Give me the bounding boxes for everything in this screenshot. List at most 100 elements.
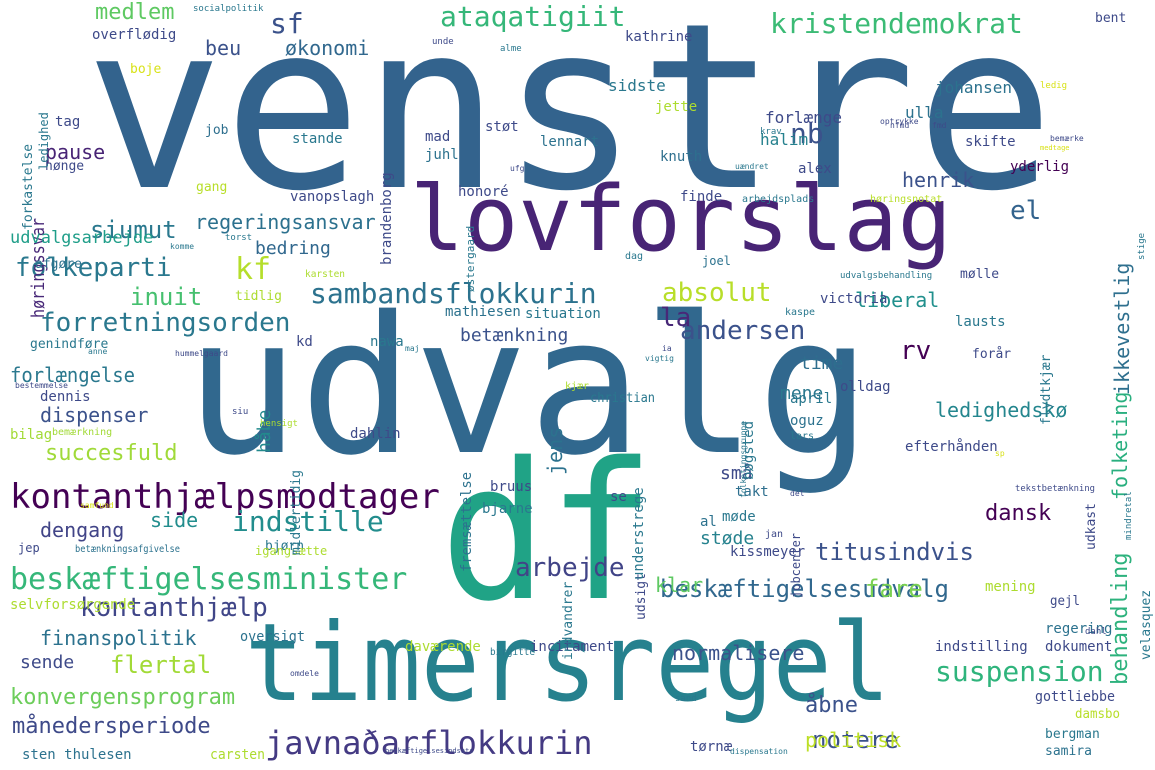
word: bilag <box>10 427 53 443</box>
word: bestemmelse <box>15 381 68 390</box>
word: dag <box>625 251 644 262</box>
word: el <box>1010 196 1042 226</box>
word: kjær <box>565 381 590 392</box>
word: beskæftigelsesminister <box>10 562 408 597</box>
word: dokument <box>1045 639 1113 655</box>
word: beu <box>205 36 242 60</box>
word: juhl <box>425 147 459 163</box>
word: udvalgsarbejde <box>10 228 154 248</box>
word: sidste <box>608 76 666 95</box>
word: ledighedskø <box>935 398 1068 422</box>
word: oguz <box>790 413 824 429</box>
word: nfmd <box>890 121 910 130</box>
word: beskæftigelsesudvalg <box>660 575 949 603</box>
word: samira <box>1045 744 1092 759</box>
word: finde <box>680 189 723 205</box>
word: siu <box>232 407 249 417</box>
word: folketing <box>1108 391 1132 500</box>
word: håbe <box>254 409 275 453</box>
word: beskæftigelsesindsats <box>385 747 474 755</box>
word: incitament <box>530 639 615 655</box>
word: jens <box>543 426 567 475</box>
word: johansen <box>935 78 1013 97</box>
word: lennart <box>540 134 600 150</box>
word: forlænge <box>765 108 843 127</box>
word: konvergensprogram <box>10 685 236 710</box>
word: støt <box>485 119 519 135</box>
word: støde <box>700 528 755 549</box>
word: sende <box>20 652 75 673</box>
word: anne <box>88 347 108 356</box>
word: bedring <box>255 238 331 259</box>
word: ledighed <box>37 112 51 170</box>
word: javnaðarflokkurin <box>265 724 593 762</box>
word: hensigt <box>260 419 298 429</box>
word: komme <box>170 242 195 251</box>
word: hummelgaard <box>175 349 228 358</box>
word: gang <box>196 180 228 195</box>
word: henrik <box>902 168 975 192</box>
word: nawa <box>370 334 404 350</box>
word: dispenser <box>40 403 149 427</box>
word: halim <box>760 130 809 149</box>
word: tekstbetænkning <box>1015 484 1095 494</box>
word: karsten <box>305 269 346 280</box>
word: forår <box>972 347 1012 362</box>
word: christian <box>590 391 656 406</box>
word: bemærkning <box>52 427 113 438</box>
word: bergman <box>1045 727 1100 742</box>
word: forlængelse <box>10 363 136 387</box>
word: unde <box>432 37 454 47</box>
word: ulla <box>905 103 944 122</box>
word: notere <box>812 726 899 754</box>
word: bjørn <box>265 539 305 554</box>
word: regeringsansvar <box>195 210 376 234</box>
word: time <box>800 353 844 374</box>
word: dengang <box>40 518 125 542</box>
word: maj <box>405 344 420 353</box>
word: job <box>205 123 229 138</box>
word: medlem <box>95 0 175 25</box>
word: boje <box>130 62 162 77</box>
word: jobcenter <box>789 532 803 598</box>
word: optrykke <box>880 117 919 126</box>
word: afgøre <box>35 257 82 272</box>
word: mølle <box>960 267 1000 282</box>
word: ufg <box>510 164 525 173</box>
word: april <box>790 391 833 407</box>
word: honoré <box>458 184 509 200</box>
word: dispensation <box>730 747 788 756</box>
word: titusindvis <box>815 538 974 566</box>
word: daværende <box>405 639 481 655</box>
word: gejl <box>1050 594 1080 609</box>
word: understrege <box>631 487 647 580</box>
word: møde <box>722 509 756 525</box>
word: tag <box>55 114 81 130</box>
word: suspension <box>935 655 1104 688</box>
word: tørnæ <box>690 739 733 755</box>
word: økonomi <box>285 36 370 60</box>
word: flydtkjær <box>1039 354 1054 425</box>
word: dennis <box>40 389 91 405</box>
word: tidlig <box>235 289 282 304</box>
word: medtage <box>1040 144 1070 152</box>
word: igangsætte <box>255 544 328 558</box>
word: jep <box>18 541 40 555</box>
word: kontanthjælpsmodtager <box>10 477 440 517</box>
word: df <box>440 422 656 643</box>
word: regering <box>1045 621 1113 637</box>
word: mene <box>780 383 824 404</box>
word: mad <box>425 129 451 145</box>
word: oversigt <box>240 629 306 645</box>
word: mathiesen <box>445 304 521 320</box>
word: al <box>700 514 717 530</box>
word: normalisere <box>672 641 805 665</box>
word: sten thulesen <box>22 747 132 763</box>
word: velasquez <box>1139 589 1154 660</box>
word: genindføre <box>30 337 109 352</box>
word: olldag <box>840 379 891 395</box>
word: ataqatigiit <box>440 0 626 33</box>
word: høringsnotat <box>870 194 943 205</box>
word: betænkningsafgivelse <box>75 544 181 555</box>
word: yderlig <box>1010 159 1070 175</box>
